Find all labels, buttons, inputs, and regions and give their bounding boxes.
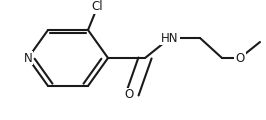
Text: O: O [125, 89, 134, 102]
Text: N: N [24, 51, 32, 65]
Text: O: O [235, 51, 245, 65]
Text: Cl: Cl [91, 0, 103, 13]
Text: HN: HN [161, 31, 179, 45]
